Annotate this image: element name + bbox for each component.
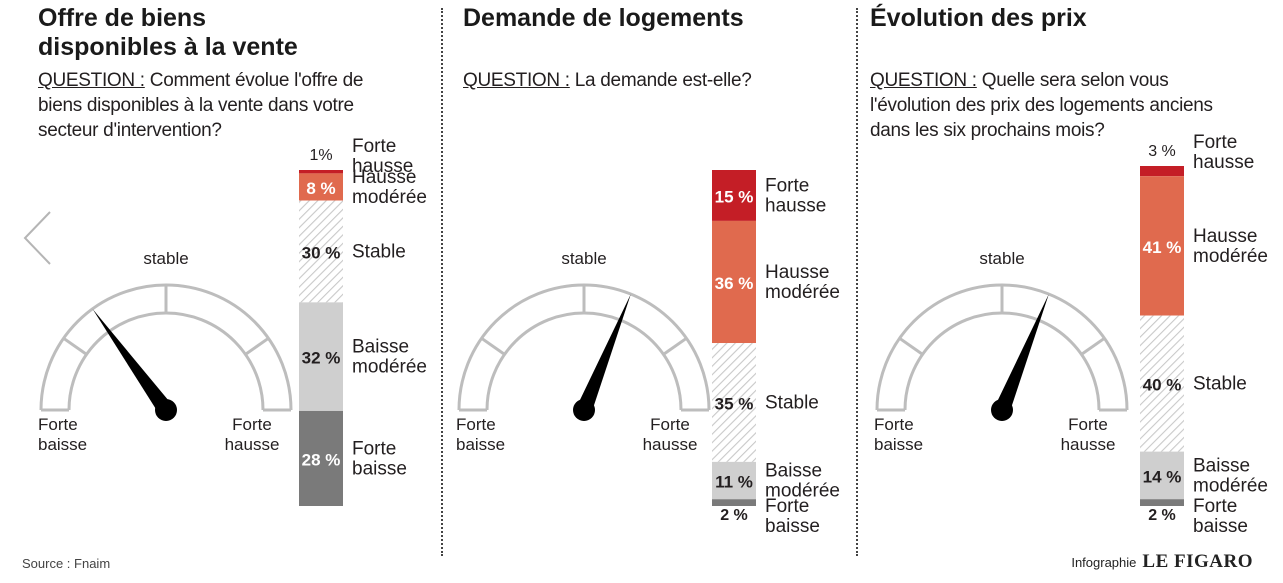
bar-category-label: Forte baisse [1193,496,1248,537]
bar-segment [1140,315,1184,452]
panel-demande: Demande de logements QUESTION : La deman… [442,0,856,583]
question-text: Quelle sera selon vous l'évolution des p… [870,70,1213,141]
bar-category-label: Hausse modérée [352,167,427,208]
gauge-label-left: Forte baisse [38,415,87,454]
gauge-label-left: Forte baisse [874,415,923,454]
source-note: Source : Fnaim [22,556,111,571]
question-text: Comment évolue l'offre de biens disponib… [38,70,364,141]
bar-value-label: 1% [309,147,332,164]
panel-prix: Évolution des prix QUESTION : Quelle ser… [857,0,1283,583]
panel-title: Demande de logements [463,4,744,32]
bar-value-label: 3 % [1148,143,1176,160]
gauge-needle [92,308,173,415]
gauge-inner-arc [67,311,265,411]
gauge-hub [573,399,595,421]
bar-category-label: Forte baisse [765,496,820,537]
bar-category-label: Baisse modérée [1193,455,1268,496]
bar-category-label: Stable [1193,374,1247,395]
gauge-hub [155,399,177,421]
bar-segment [1140,176,1184,316]
bar-segment [712,170,756,221]
bar-segment [712,499,756,506]
panel-question: QUESTION : La demande est-elle? [463,68,843,93]
question-label: QUESTION : [38,70,145,91]
brand-logo: LE FIGARO [1142,551,1253,572]
gauge-tick [480,337,506,356]
bar-value-label: 36 % [715,274,754,293]
bar-category-label: Hausse modérée [1193,226,1268,267]
bar-segment [299,200,343,303]
panel-divider [856,8,858,556]
panel-title: Évolution des prix [870,4,1087,32]
bar-segment [712,461,756,500]
gauge-label-stable: stable [979,249,1024,268]
gauge-needle [576,294,631,413]
panel-question: QUESTION : Comment évolue l'offre de bie… [38,68,373,143]
gauge-tick [244,337,270,356]
gauge-tick [662,337,688,356]
bar-category-label: Stable [352,241,406,262]
bar-category-label: Stable [765,392,819,413]
bar-value-label: 30 % [302,243,341,262]
bar-value-label: 14 % [1143,467,1182,486]
gauge-label-right: Forte hausse [1061,415,1116,454]
bar-value-label: 28 % [302,450,341,469]
bar-value-label: 2 % [720,507,748,524]
gauge-hub [991,399,1013,421]
bar-category-label: Forte baisse [352,438,407,479]
gauge-label-stable: stable [143,249,188,268]
panel-title: Offre de biens disponibles à la vente [38,4,298,61]
bar-value-label: 40 % [1143,376,1182,395]
bar-value-label: 2 % [1148,507,1176,524]
gauge-label-right: Forte hausse [643,415,698,454]
gauge-tick [1080,337,1106,356]
bar-category-label: Forte hausse [1193,132,1254,173]
gauge-tick [62,337,88,356]
bar-category-label: Forte hausse [765,175,826,216]
bar-segment [712,220,756,344]
bar-value-label: 41 % [1143,238,1182,257]
bar-segment [299,302,343,411]
bar-value-label: 8 % [306,179,335,198]
bar-segment [712,343,756,462]
bar-segment [1140,499,1184,506]
gauge-label-left: Forte baisse [456,415,505,454]
question-text: La demande est-elle? [569,70,752,91]
question-label: QUESTION : [870,70,977,91]
gauge-needle [994,294,1049,413]
bar-value-label: 32 % [302,349,341,368]
chevron-left-icon[interactable] [22,210,54,271]
bar-value-label: 35 % [715,394,754,413]
bar-category-label: Forte hausse [352,136,413,177]
credit-prefix: Infographie [1071,555,1137,570]
bar-category-label: Baisse modérée [765,461,840,502]
bar-value-label: 15 % [715,187,754,206]
bar-segment [299,410,343,506]
bar-segment [1140,451,1184,500]
credit: Infographie LE FIGARO [1071,551,1253,573]
gauge-label-stable: stable [561,249,606,268]
panel-offre: Offre de biens disponibles à la vente QU… [0,0,440,583]
panel-divider [441,8,443,556]
bar-segment [299,173,343,201]
bar-category-label: Baisse modérée [352,337,427,378]
bar-value-label: 11 % [715,473,753,492]
bar-segment [1140,166,1184,177]
panel-question: QUESTION : Quelle sera selon vous l'évol… [870,68,1250,143]
gauge-label-right: Forte hausse [225,415,280,454]
gauge-tick [898,337,924,356]
question-label: QUESTION : [463,70,570,91]
bar-category-label: Hausse modérée [765,262,840,303]
bar-segment [299,170,343,174]
